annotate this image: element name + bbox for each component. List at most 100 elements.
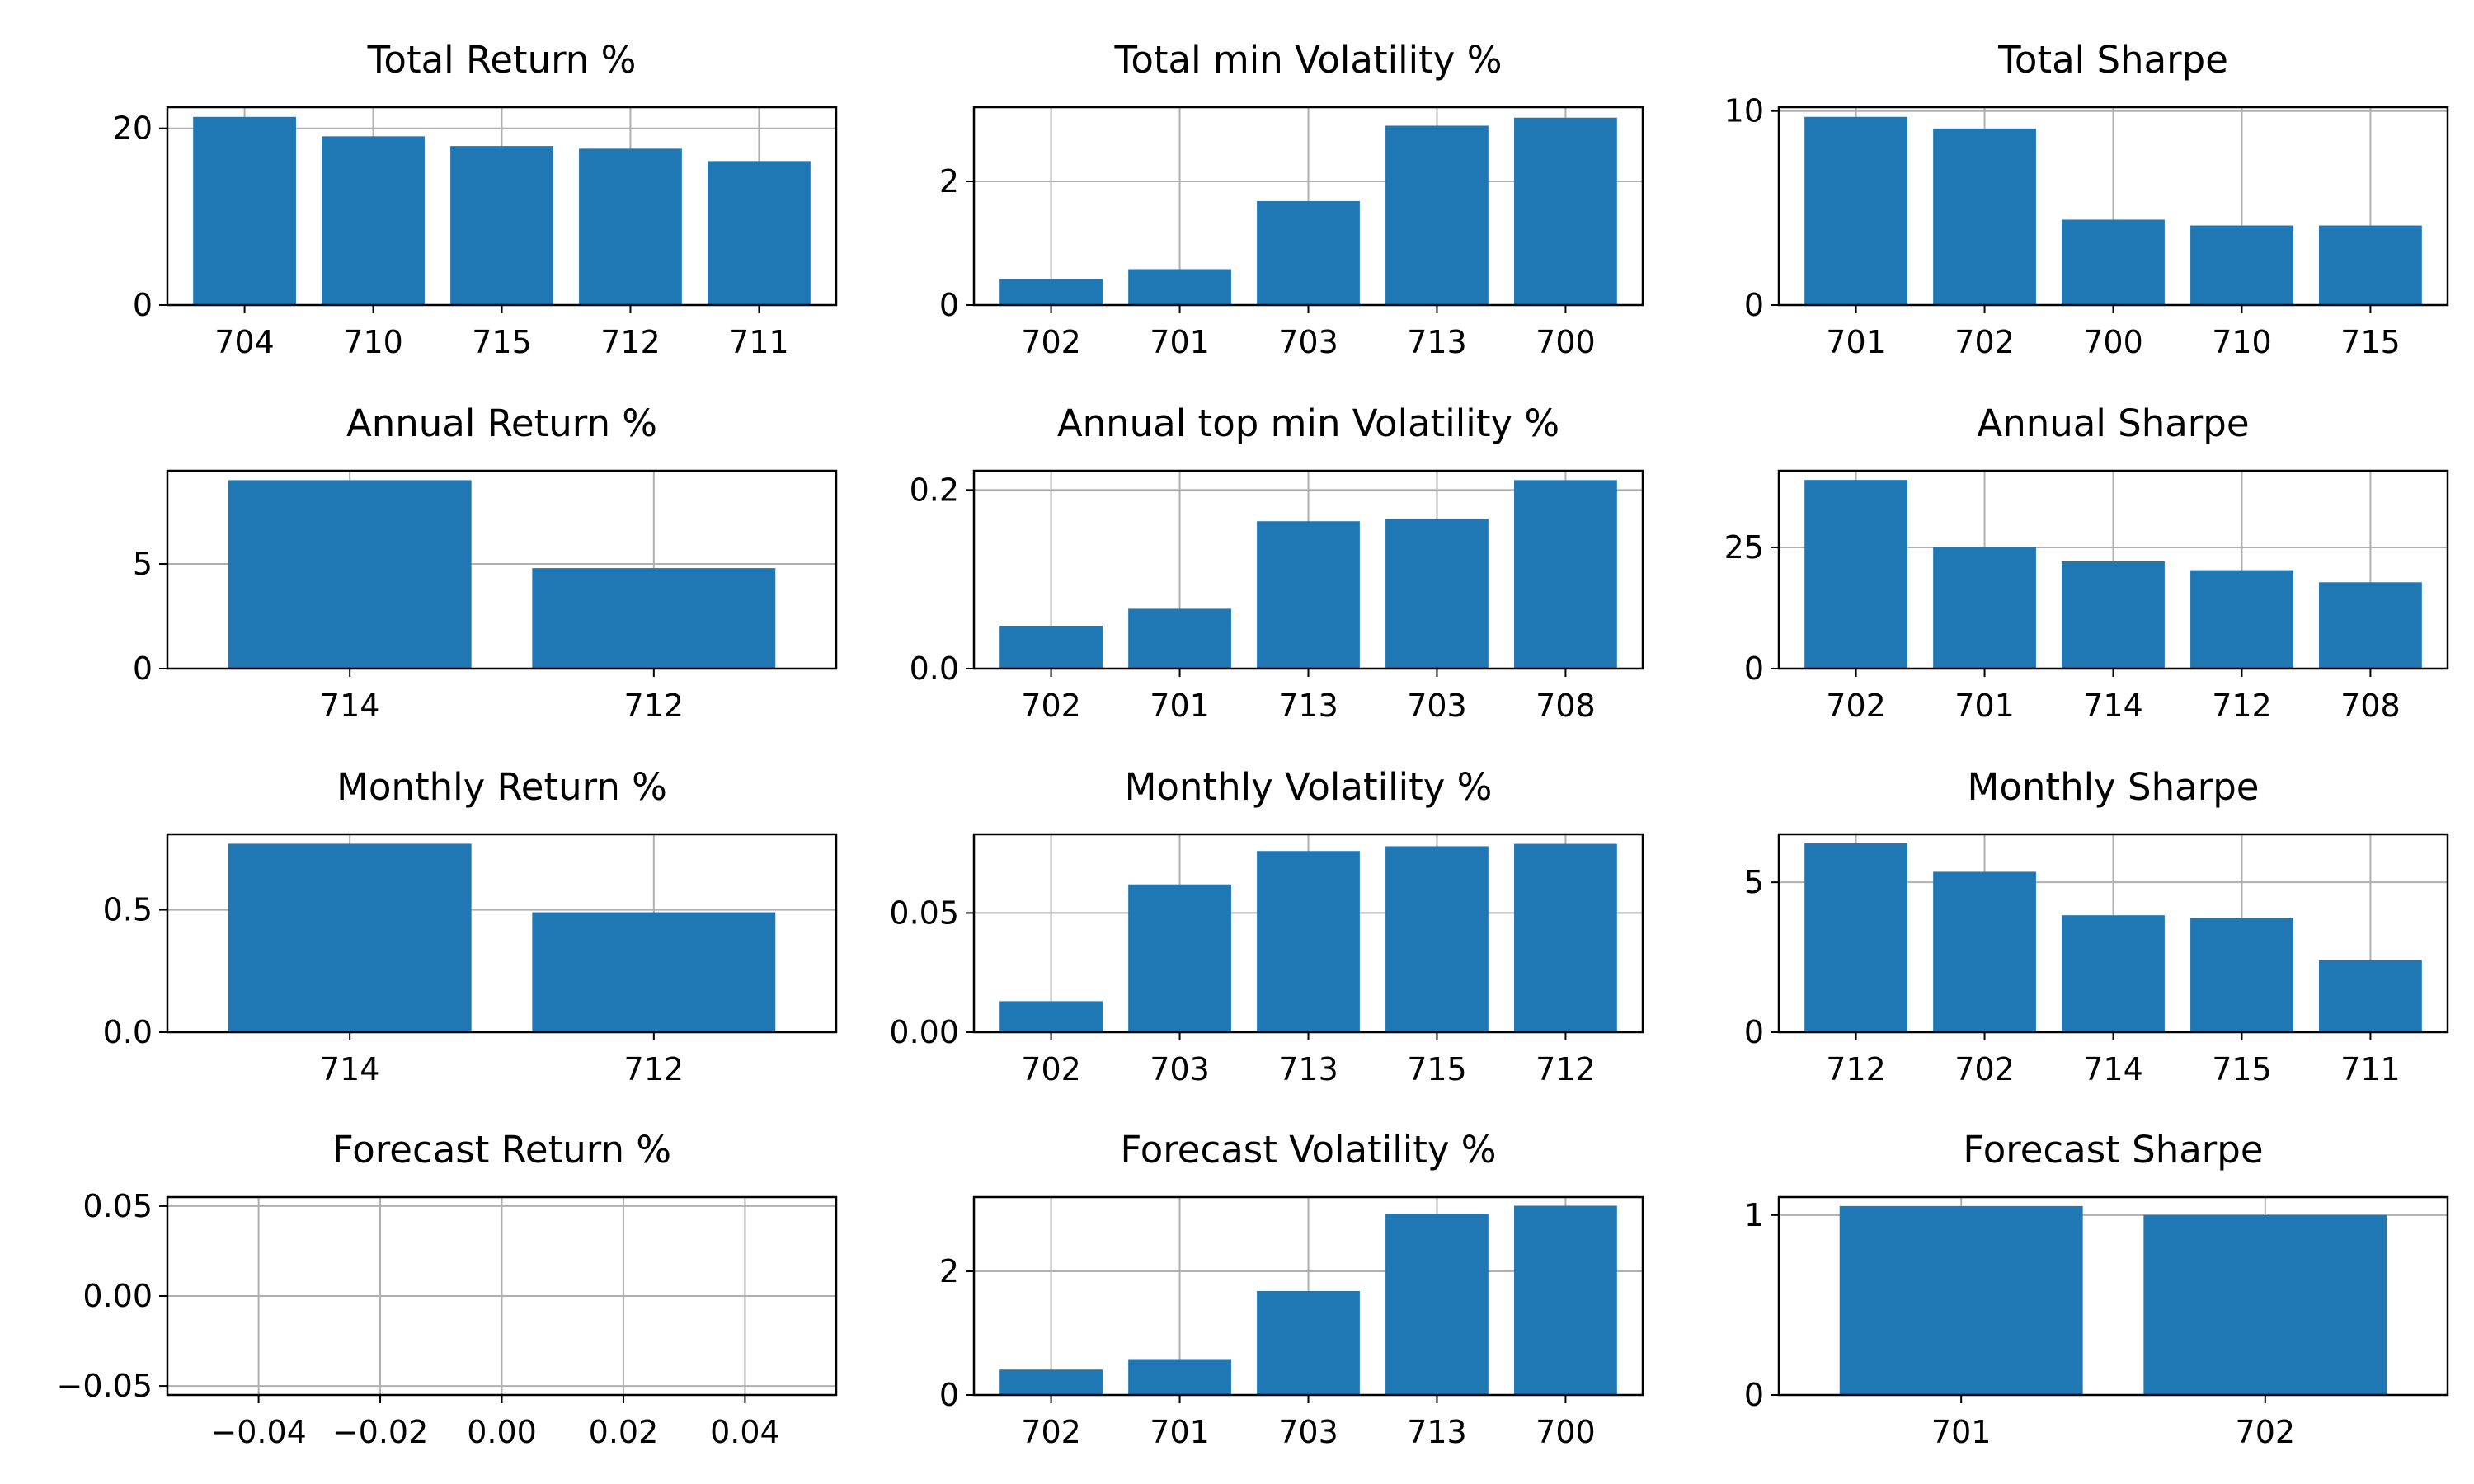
y-tick-label: 0.00 — [82, 1278, 153, 1314]
y-tick-label: 20 — [113, 110, 153, 147]
x-tick-label: 714 — [2083, 1051, 2143, 1087]
x-tick-label: 702 — [1954, 324, 2015, 360]
y-tick-label: 0.05 — [82, 1188, 153, 1224]
bar-715 — [450, 146, 553, 305]
x-tick-label: 712 — [624, 688, 684, 724]
chart-title: Annual top min Volatility % — [1057, 402, 1559, 445]
x-tick-label: 713 — [1278, 688, 1338, 724]
x-tick-label: 710 — [343, 324, 403, 360]
bar-712 — [532, 568, 776, 669]
bar-715 — [2190, 918, 2293, 1032]
bar-702 — [999, 279, 1103, 305]
x-tick-label: −0.02 — [332, 1414, 428, 1450]
x-tick-label: 700 — [2083, 324, 2143, 360]
x-tick-label: 712 — [2212, 688, 2272, 724]
x-tick-label: 700 — [1536, 324, 1596, 360]
axes-frame — [166, 469, 838, 670]
x-tick-label: 703 — [1150, 1051, 1210, 1087]
x-tick-label: 703 — [1407, 688, 1467, 724]
x-tick-label: 703 — [1278, 1414, 1338, 1450]
chart-title: Monthly Volatility % — [1125, 765, 1493, 809]
bar-700 — [1514, 1205, 1617, 1395]
y-tick-label: 0.00 — [889, 1014, 959, 1050]
y-tick-label: 1 — [1744, 1197, 1764, 1233]
x-tick-label: 702 — [1954, 1051, 2015, 1087]
x-tick-label: 715 — [2340, 324, 2401, 360]
bar-703 — [1385, 518, 1489, 669]
subplot-12: Forecast Sharpe 701 702 0 1 — [1744, 1128, 2449, 1450]
bar-703 — [1257, 201, 1360, 305]
x-tick-label: 702 — [2236, 1414, 2296, 1450]
bar-701 — [1804, 116, 1907, 305]
y-tick-label: 0.5 — [103, 892, 153, 928]
x-tick-label: 711 — [2340, 1051, 2401, 1087]
x-tick-label: 702 — [1021, 1414, 1081, 1450]
x-tick-label: 715 — [1407, 1051, 1467, 1087]
bar-712 — [579, 148, 682, 305]
axes-frame — [1777, 1195, 2449, 1397]
bar-703 — [1257, 1291, 1360, 1395]
x-tick-label: 708 — [2340, 688, 2401, 724]
subplot-3: Total Sharpe 701 702 700 710 715 0 10 — [1724, 38, 2449, 360]
bar-703 — [1128, 884, 1231, 1032]
bar-712 — [1514, 843, 1617, 1032]
chart-title: Forecast Volatility % — [1120, 1128, 1496, 1172]
y-tick-label: 0 — [939, 287, 959, 323]
subplot-8: Monthly Volatility % 702 703 713 715 712 0.00 0… — [889, 765, 1644, 1087]
subplot-2: Total min Volatility % 702 701 703 713 700 0 2 — [939, 38, 1644, 360]
x-tick-label: 701 — [1150, 324, 1210, 360]
x-tick-label: 702 — [1021, 688, 1081, 724]
x-tick-label: 715 — [2212, 1051, 2272, 1087]
x-tick-label: 0.02 — [589, 1414, 659, 1450]
y-tick-label: 0 — [1744, 1014, 1764, 1050]
chart-title: Forecast Return % — [332, 1128, 671, 1172]
x-tick-label: 712 — [624, 1051, 684, 1087]
y-tick-label: 2 — [939, 1253, 959, 1289]
bar-701 — [1128, 269, 1231, 305]
bar-702 — [1804, 480, 1907, 669]
bar-702 — [999, 625, 1103, 669]
y-tick-label: 0 — [1744, 650, 1764, 687]
bar-714 — [228, 843, 472, 1032]
bar-700 — [2062, 219, 2165, 305]
x-tick-label: 701 — [1826, 324, 1886, 360]
x-tick-label: 702 — [1021, 324, 1081, 360]
chart-title: Monthly Return % — [336, 765, 667, 809]
bar-702 — [1933, 871, 2036, 1032]
bar-702 — [2143, 1214, 2387, 1395]
bar-702 — [999, 1001, 1103, 1032]
x-tick-label: 714 — [2083, 688, 2143, 724]
subplot-5: Annual top min Volatility % 702 701 713 703 7… — [910, 402, 1644, 724]
bar-715 — [1385, 846, 1489, 1032]
y-tick-label: 0 — [939, 1377, 959, 1413]
y-tick-label: 0.05 — [889, 895, 959, 931]
subplot-7: Monthly Return % 714 712 0.0 0.5 — [103, 765, 838, 1087]
bar-713 — [1257, 521, 1360, 669]
subplot-4: Annual Return % 714 712 0 5 — [133, 402, 838, 724]
x-tick-label: 700 — [1536, 1414, 1596, 1450]
bar-713 — [1257, 851, 1360, 1032]
y-tick-label: 10 — [1724, 93, 1764, 129]
bar-712 — [1804, 843, 1907, 1032]
y-tick-label: 0.2 — [910, 472, 959, 508]
x-tick-label: 701 — [1931, 1414, 1992, 1450]
x-tick-label: 701 — [1150, 688, 1210, 724]
x-tick-label: 710 — [2212, 324, 2272, 360]
y-tick-label: 5 — [1744, 864, 1764, 900]
y-tick-label: 0.0 — [103, 1014, 153, 1050]
x-tick-label: 703 — [1278, 324, 1338, 360]
chart-title: Monthly Sharpe — [1968, 765, 2260, 809]
bar-710 — [322, 136, 425, 305]
chart-title: Total Sharpe — [1997, 38, 2228, 82]
bar-704 — [193, 116, 296, 305]
bar-701 — [1933, 547, 2036, 669]
x-tick-label: 701 — [1150, 1414, 1210, 1450]
bar-701 — [1839, 1205, 2083, 1395]
x-tick-label: 702 — [1021, 1051, 1081, 1087]
x-tick-label: −0.04 — [210, 1414, 306, 1450]
chart-title: Forecast Sharpe — [1963, 1128, 2263, 1172]
y-tick-label: 25 — [1724, 529, 1764, 566]
y-tick-label: 5 — [133, 546, 153, 582]
bar-714 — [2062, 561, 2165, 669]
bar-700 — [1514, 117, 1617, 305]
